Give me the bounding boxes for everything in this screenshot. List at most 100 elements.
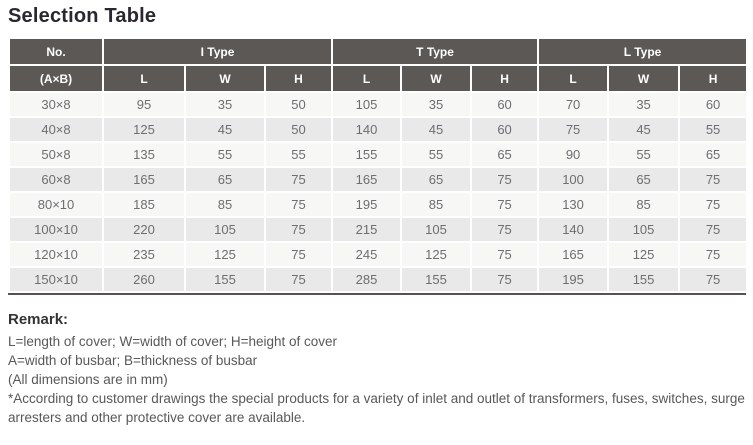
cell-value: 35: [607, 91, 681, 118]
cell-value: 75: [678, 266, 749, 293]
cell-value: 75: [470, 166, 540, 193]
cell-value: 50: [263, 116, 334, 143]
cell-value: 105: [331, 91, 403, 118]
cell-no: 80×10: [8, 191, 104, 218]
cell-value: 75: [537, 116, 610, 143]
cell-value: 60: [470, 91, 540, 118]
page-title: Selection Table: [8, 5, 157, 27]
cell-value: 130: [537, 191, 610, 218]
cell-value: 140: [537, 216, 610, 243]
cell-value: 75: [470, 191, 540, 218]
table-row: 120×10 235 125 75 245 125 75 165 125 75: [8, 241, 749, 268]
cell-value: 75: [678, 241, 749, 268]
cell-value: 45: [607, 116, 681, 143]
cell-value: 55: [263, 141, 334, 168]
cell-value: 65: [607, 166, 681, 193]
cell-value: 165: [331, 166, 403, 193]
table-header: No. I Type T Type L Type (A×B) L W H L W…: [8, 37, 749, 93]
cell-value: 65: [470, 141, 540, 168]
cell-value: 55: [184, 141, 266, 168]
cell-value: 140: [331, 116, 403, 143]
cell-value: 75: [470, 216, 540, 243]
header-i-type: I Type: [101, 37, 334, 66]
cell-no: 100×10: [8, 216, 104, 243]
cell-value: 85: [184, 191, 266, 218]
cell-value: 195: [331, 191, 403, 218]
subheader-col: H: [263, 64, 334, 93]
cell-value: 185: [102, 191, 186, 218]
remark-line-lwh: L=length of cover; W=width of cover; H=h…: [8, 334, 338, 349]
cell-value: 245: [331, 241, 403, 268]
subheader-axb: (A×B): [8, 64, 104, 93]
cell-value: 75: [678, 216, 749, 243]
cell-value: 125: [607, 241, 681, 268]
table-row: 60×8 165 65 75 165 65 75 100 65 75: [8, 166, 749, 193]
selection-table: No. I Type T Type L Type (A×B) L W H L W…: [8, 37, 749, 293]
cell-value: 235: [102, 241, 186, 268]
subheader-col: H: [470, 64, 540, 93]
cell-value: 285: [331, 266, 403, 293]
table-row: 30×8 95 35 50 105 35 60 70 35 60: [8, 91, 749, 118]
remark-section: Remark: L=length of cover; W=width of co…: [8, 311, 745, 427]
cell-value: 155: [184, 266, 266, 293]
cell-value: 65: [184, 166, 266, 193]
cell-value: 75: [263, 191, 334, 218]
subheader-col: L: [537, 64, 610, 93]
table-row: 100×10 220 105 75 215 105 75 140 105 75: [8, 216, 749, 243]
subheader-col: W: [607, 64, 681, 93]
cell-value: 90: [537, 141, 610, 168]
cell-value: 100: [537, 166, 610, 193]
cell-value: 75: [678, 191, 749, 218]
cell-no: 60×8: [8, 166, 104, 193]
cell-value: 105: [184, 216, 266, 243]
cell-value: 85: [400, 191, 473, 218]
cell-value: 50: [263, 91, 334, 118]
remark-line-units: (All dimensions are in mm): [8, 372, 168, 387]
subheader-col: W: [184, 64, 266, 93]
cell-value: 75: [470, 266, 540, 293]
cell-no: 120×10: [8, 241, 104, 268]
cell-value: 75: [678, 166, 749, 193]
cell-value: 105: [400, 216, 473, 243]
cell-value: 75: [470, 241, 540, 268]
cell-value: 95: [102, 91, 186, 118]
cell-value: 165: [102, 166, 186, 193]
remark-heading: Remark:: [8, 311, 69, 328]
table-row: 40×8 125 45 50 140 45 60 75 45 55: [8, 116, 749, 143]
cell-value: 60: [678, 91, 749, 118]
cell-no: 50×8: [8, 141, 104, 168]
selection-table-wrapper: No. I Type T Type L Type (A×B) L W H L W…: [8, 37, 749, 295]
cell-value: 70: [537, 91, 610, 118]
cell-value: 55: [607, 141, 681, 168]
cell-value: 220: [102, 216, 186, 243]
cell-value: 125: [184, 241, 266, 268]
cell-value: 155: [400, 266, 473, 293]
remark-line-ab: A=width of busbar; B=thickness of busbar: [8, 353, 258, 368]
table-body: 30×8 95 35 50 105 35 60 70 35 60 40×8 12…: [8, 91, 749, 293]
subheader-col: H: [678, 64, 749, 93]
cell-value: 125: [400, 241, 473, 268]
subheader-col: L: [102, 64, 186, 93]
subheader-col: W: [400, 64, 473, 93]
cell-no: 40×8: [8, 116, 104, 143]
table-row: 150×10 260 155 75 285 155 75 195 155 75: [8, 266, 749, 293]
cell-value: 215: [331, 216, 403, 243]
subheader-col: L: [331, 64, 403, 93]
header-group-row: No. I Type T Type L Type: [8, 37, 749, 66]
cell-value: 35: [184, 91, 266, 118]
cell-value: 125: [102, 116, 186, 143]
cell-value: 45: [184, 116, 266, 143]
cell-value: 260: [102, 266, 186, 293]
table-row: 80×10 185 85 75 195 85 75 130 85 75: [8, 191, 749, 218]
cell-value: 135: [102, 141, 186, 168]
remark-footnote: *According to customer drawings the spec…: [8, 391, 745, 425]
cell-value: 165: [537, 241, 610, 268]
cell-value: 85: [607, 191, 681, 218]
cell-value: 75: [263, 216, 334, 243]
cell-value: 195: [537, 266, 610, 293]
header-sub-row: (A×B) L W H L W H L W H: [8, 64, 749, 93]
header-no: No.: [8, 37, 104, 66]
cell-value: 60: [470, 116, 540, 143]
cell-value: 65: [400, 166, 473, 193]
cell-value: 155: [331, 141, 403, 168]
